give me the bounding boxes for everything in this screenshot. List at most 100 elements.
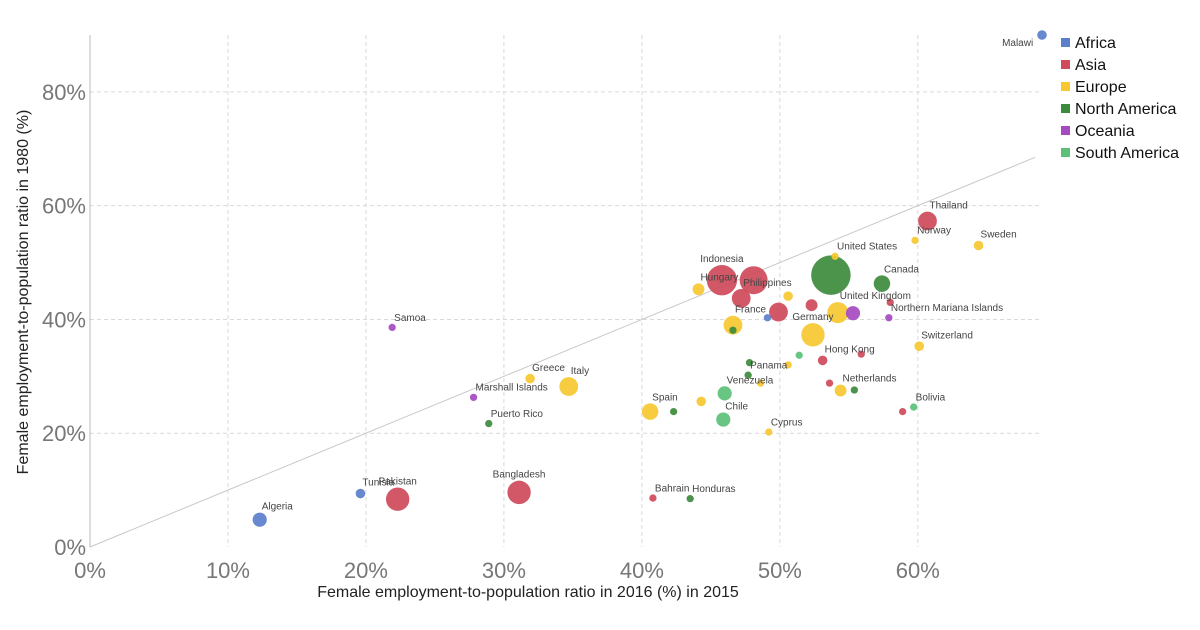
point-label: Panama xyxy=(750,361,788,372)
legend-swatch-oceania xyxy=(1061,126,1070,135)
point-label: Hong Kong xyxy=(825,345,875,356)
data-point-asia xyxy=(857,350,865,358)
data-point-europe xyxy=(525,373,535,384)
data-point-south-america xyxy=(717,386,732,401)
data-point-europe xyxy=(973,240,984,251)
point-label: Bangladesh xyxy=(493,470,546,481)
legend-label-south-america: South America xyxy=(1075,145,1179,162)
point-label: Northern Mariana Islands xyxy=(891,303,1003,314)
data-point-asia xyxy=(731,288,751,308)
data-point-south-america xyxy=(795,351,803,359)
data-point-europe xyxy=(911,236,919,245)
data-point-oceania xyxy=(469,393,478,402)
data-point-asia xyxy=(825,379,834,387)
data-point-asia xyxy=(805,299,818,312)
data-point-north-america xyxy=(729,326,737,334)
data-point-europe xyxy=(784,361,792,369)
point-label: Sweden xyxy=(981,230,1017,241)
point-label: Honduras xyxy=(692,484,735,495)
data-point-north-america xyxy=(811,255,851,295)
data-point-europe xyxy=(783,291,793,301)
data-point-africa xyxy=(252,512,267,527)
data-point-north-america xyxy=(850,386,859,394)
data-point-africa xyxy=(1037,30,1047,40)
data-point-europe xyxy=(834,384,847,397)
point-label: Germany xyxy=(792,312,833,323)
point-label: Venezuela xyxy=(727,375,774,386)
legend-swatch-north-america xyxy=(1061,104,1070,113)
point-label: Pakistan xyxy=(378,477,416,488)
point-label: Marshall Islands xyxy=(476,383,548,394)
data-point-south-america xyxy=(910,403,918,411)
data-point-asia xyxy=(739,266,768,295)
legend-label-asia: Asia xyxy=(1075,57,1106,74)
data-point-europe xyxy=(756,379,765,387)
point-label: Malawi xyxy=(1002,38,1033,49)
data-point-oceania xyxy=(845,306,861,321)
tick-labels: 0% 10% 20% 30% 40% 50% 60% 0% 20% 40% 60% 80% xyxy=(42,80,940,583)
data-point-asia xyxy=(385,487,410,511)
x-tick-label: 10% xyxy=(206,558,250,583)
y-tick-label: 60% xyxy=(42,194,86,219)
point-label: Tunisia xyxy=(362,478,394,489)
point-label: United States xyxy=(837,242,897,253)
data-point-asia xyxy=(918,211,937,231)
point-label: Switzerland xyxy=(921,330,973,341)
data-point-europe xyxy=(801,323,825,347)
point-label: Philippines xyxy=(743,278,791,289)
legend-label-oceania: Oceania xyxy=(1075,123,1135,140)
data-point-north-america xyxy=(686,494,694,503)
point-label: Cyprus xyxy=(771,417,803,428)
x-tick-label: 30% xyxy=(482,558,526,583)
legend: Africa Asia Europe North America Oceania Sout… xyxy=(1061,35,1179,162)
data-point-south-america xyxy=(716,412,731,427)
data-point-asia xyxy=(507,480,531,505)
y-tick-label: 0% xyxy=(54,535,86,560)
point-label: United Kingdom xyxy=(840,291,911,302)
point-labels: Indonesia Pakistan Bangladesh Germany United… xyxy=(262,38,1033,513)
legend-swatch-africa xyxy=(1061,38,1070,47)
x-tick-label: 20% xyxy=(344,558,388,583)
y-axis-title: Female employment-to-population ratio in… xyxy=(15,110,32,475)
data-point-europe xyxy=(831,252,839,260)
point-label: France xyxy=(735,305,767,316)
y-tick-label: 40% xyxy=(42,307,86,332)
legend-label-north-america: North America xyxy=(1075,101,1176,118)
grid xyxy=(90,35,1042,547)
data-point-europe xyxy=(641,403,659,420)
data-point-north-america xyxy=(745,359,754,367)
data-point-europe xyxy=(827,302,849,324)
data-point-europe xyxy=(696,396,707,407)
point-label: Spain xyxy=(652,392,678,403)
data-point-north-america xyxy=(744,371,752,379)
point-label: Italy xyxy=(571,366,589,377)
point-label: Greece xyxy=(532,363,565,374)
data-point-oceania xyxy=(388,323,396,332)
point-label: Norway xyxy=(917,226,951,237)
point-label: Bolivia xyxy=(916,392,946,403)
point-label: Algeria xyxy=(262,502,294,513)
point-label: Canada xyxy=(884,264,919,275)
data-point-asia xyxy=(886,298,894,307)
data-point-north-america xyxy=(485,419,493,428)
point-label: Thailand xyxy=(929,201,967,212)
y-tick-label: 80% xyxy=(42,80,86,105)
legend-label-africa: Africa xyxy=(1075,35,1116,52)
legend-swatch-europe xyxy=(1061,82,1070,91)
data-point-asia xyxy=(898,407,907,416)
data-point-north-america xyxy=(669,407,678,416)
y-tick-label: 20% xyxy=(42,421,86,446)
data-point-oceania xyxy=(885,314,893,322)
reference-line-y-equals-x xyxy=(89,156,1036,548)
data-point-north-america xyxy=(873,275,891,292)
data-point-africa xyxy=(763,314,772,322)
x-tick-label: 40% xyxy=(620,558,664,583)
point-label: Indonesia xyxy=(700,254,744,265)
data-point-asia xyxy=(649,494,657,502)
legend-label-europe: Europe xyxy=(1075,79,1127,96)
point-label: Puerto Rico xyxy=(491,409,544,420)
point-label: Bahrain xyxy=(655,483,689,494)
data-point-asia xyxy=(817,355,828,366)
data-points xyxy=(252,30,1047,527)
